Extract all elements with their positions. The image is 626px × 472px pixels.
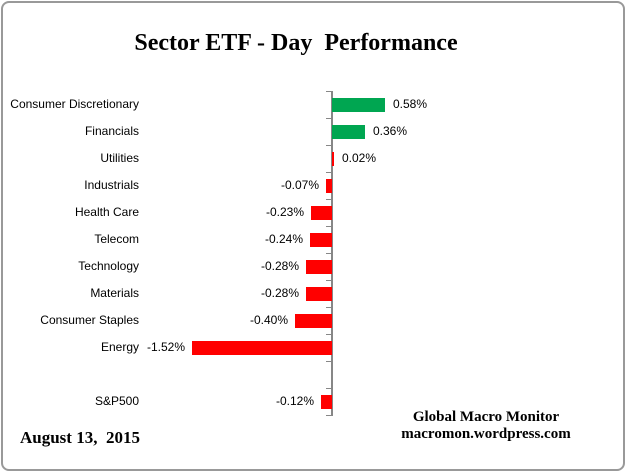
category-label: Utilities xyxy=(100,151,139,165)
category-label: Financials xyxy=(84,124,139,138)
axis-tick xyxy=(326,91,333,92)
axis-tick xyxy=(326,415,333,416)
axis-tick xyxy=(326,172,333,173)
value-label: 0.36% xyxy=(373,124,408,138)
chart-date: August 13, 2015 xyxy=(20,428,140,447)
category-label: Consumer Discretionary xyxy=(10,97,139,111)
category-label: Health Care xyxy=(74,205,139,219)
category-label: Energy xyxy=(100,340,139,354)
axis-tick xyxy=(326,307,333,308)
axis-tick xyxy=(326,280,333,281)
data-bar xyxy=(332,151,334,166)
data-bar xyxy=(310,232,332,247)
value-label: -0.07% xyxy=(280,178,319,192)
source-credit-url: macromon.wordpress.com xyxy=(401,426,571,442)
value-label: -0.40% xyxy=(249,313,288,327)
data-bar xyxy=(306,259,332,274)
value-label: -0.23% xyxy=(265,205,304,219)
data-bar xyxy=(311,205,332,220)
value-label: -0.28% xyxy=(260,286,299,300)
data-bar xyxy=(295,313,332,328)
category-label: Telecom xyxy=(94,232,139,246)
chart-title: Sector ETF - Day Performance xyxy=(134,30,458,56)
source-credit-name: Global Macro Monitor xyxy=(412,409,560,425)
data-bar xyxy=(332,97,385,112)
source-credit: Global Macro Monitor macromon.wordpress.… xyxy=(366,409,606,443)
axis-tick xyxy=(326,253,333,254)
value-label: 0.02% xyxy=(342,151,377,165)
value-label: -0.28% xyxy=(260,259,299,273)
value-label: -1.52% xyxy=(146,340,185,354)
value-label: 0.58% xyxy=(393,97,428,111)
value-label: -0.24% xyxy=(264,232,303,246)
category-label: S&P500 xyxy=(94,394,139,408)
axis-tick xyxy=(326,226,333,227)
axis-tick xyxy=(326,388,333,389)
category-label: Industrials xyxy=(84,178,139,192)
category-label: Technology xyxy=(78,259,139,273)
data-bar xyxy=(192,340,332,355)
axis-tick xyxy=(326,334,333,335)
value-label: -0.12% xyxy=(275,394,314,408)
data-bar xyxy=(326,178,332,193)
axis-tick xyxy=(326,145,333,146)
data-bar xyxy=(306,286,332,301)
axis-tick xyxy=(326,118,333,119)
data-bar xyxy=(332,124,365,139)
axis-tick xyxy=(326,199,333,200)
category-label: Materials xyxy=(90,286,139,300)
axis-tick xyxy=(326,361,333,362)
data-bar xyxy=(321,394,332,409)
category-label: Consumer Staples xyxy=(40,313,139,327)
